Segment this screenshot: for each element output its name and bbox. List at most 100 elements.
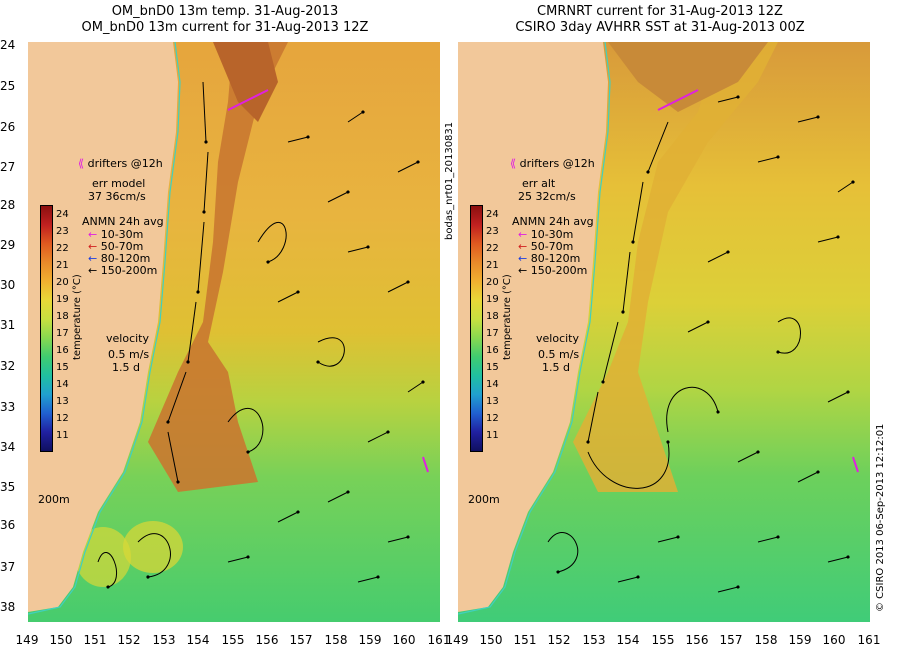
lat-tick: 27 bbox=[0, 160, 16, 174]
lon-tick-right: 157 bbox=[719, 633, 743, 647]
left-band-50-70: ← 50-70m bbox=[88, 240, 144, 253]
left-band-80-120: ← 80-120m bbox=[88, 252, 151, 265]
right-warm-current bbox=[573, 42, 778, 492]
cb-tick: 21 bbox=[56, 260, 69, 271]
right-warm-core bbox=[608, 42, 768, 112]
cb-tick: 12 bbox=[56, 413, 69, 424]
right-band-50-70: ← 50-70m bbox=[518, 240, 574, 253]
left-band-150-200: ← 150-200m bbox=[88, 264, 158, 277]
left-isobath-label: 200m bbox=[38, 493, 70, 506]
right-velocity-time: 1.5 d bbox=[542, 361, 570, 374]
cb-tick: 15 bbox=[56, 362, 69, 373]
cb-tick: 17 bbox=[56, 328, 69, 339]
left-title-line1: OM_bnD0 13m temp. 31-Aug-2013 bbox=[111, 4, 339, 19]
lon-tick-right: 149 bbox=[445, 633, 469, 647]
right-title-line1: CMRNRT current for 31-Aug-2013 12Z bbox=[537, 4, 783, 19]
left-coastline bbox=[28, 42, 181, 615]
cb-tick: 13 bbox=[486, 396, 499, 407]
left-err-title: err model bbox=[92, 177, 146, 190]
lon-tick-right: 150 bbox=[479, 633, 503, 647]
lon-tick-right: 160 bbox=[822, 633, 846, 647]
lat-tick: 28 bbox=[0, 198, 16, 212]
right-velocity-field bbox=[547, 95, 855, 593]
left-land bbox=[28, 42, 178, 612]
right-drifters-text: drifters @12h bbox=[519, 157, 595, 170]
cb-tick: 11 bbox=[56, 430, 69, 441]
right-drifters-label: ⟪ drifters @12h bbox=[510, 158, 595, 170]
lon-tick-right: 153 bbox=[582, 633, 606, 647]
cb-tick: 14 bbox=[56, 379, 69, 390]
lon-tick-right: 152 bbox=[547, 633, 571, 647]
lon-tick-left: 161 bbox=[427, 633, 451, 647]
left-velocity-field bbox=[97, 81, 425, 589]
lat-tick: 31 bbox=[0, 318, 16, 332]
right-anmn-title: ANMN 24h avg bbox=[512, 215, 594, 228]
lon-tick-left: 160 bbox=[392, 633, 416, 647]
left-warm-core bbox=[213, 42, 278, 122]
lon-tick-right: 159 bbox=[788, 633, 812, 647]
cb-tick: 23 bbox=[486, 226, 499, 237]
right-band-10-30: ← 10-30m bbox=[518, 228, 574, 241]
product-id-label: bodas_nrt01_20130831 bbox=[444, 121, 455, 240]
lon-tick-left: 150 bbox=[49, 633, 73, 647]
right-colorbar-label: temperature (°C) bbox=[502, 274, 513, 360]
left-anmn-title: ANMN 24h avg bbox=[82, 215, 164, 228]
cb-tick: 21 bbox=[486, 260, 499, 271]
cb-tick: 12 bbox=[486, 413, 499, 424]
cb-tick: 13 bbox=[56, 396, 69, 407]
lat-tick: 29 bbox=[0, 238, 16, 252]
left-band-10-30: ← 10-30m bbox=[88, 228, 144, 241]
left-velocity-time: 1.5 d bbox=[112, 361, 140, 374]
lat-tick: 36 bbox=[0, 518, 16, 532]
lat-tick: 32 bbox=[0, 359, 16, 373]
right-err-value: 25 32cm/s bbox=[518, 190, 576, 203]
lon-tick-right: 155 bbox=[651, 633, 675, 647]
right-velocity-title: velocity bbox=[536, 332, 579, 345]
lat-tick: 26 bbox=[0, 120, 16, 134]
right-isobath-label: 200m bbox=[468, 493, 500, 506]
lat-tick: 34 bbox=[0, 440, 16, 454]
cb-tick: 16 bbox=[486, 345, 499, 356]
drifter-marker-icon: ⟪ bbox=[78, 157, 85, 170]
lat-tick: 24 bbox=[0, 38, 16, 52]
lon-tick-left: 151 bbox=[83, 633, 107, 647]
right-land bbox=[458, 42, 608, 612]
lat-tick: 35 bbox=[0, 480, 16, 494]
cb-tick: 14 bbox=[486, 379, 499, 390]
cb-tick: 18 bbox=[486, 311, 499, 322]
cb-tick: 24 bbox=[486, 209, 499, 220]
lon-tick-right: 158 bbox=[754, 633, 778, 647]
cb-tick: 17 bbox=[486, 328, 499, 339]
cb-tick: 19 bbox=[56, 294, 69, 305]
cb-tick: 20 bbox=[486, 277, 499, 288]
lon-tick-left: 159 bbox=[358, 633, 382, 647]
lon-tick-right: 161 bbox=[857, 633, 881, 647]
lon-tick-left: 155 bbox=[221, 633, 245, 647]
lat-tick: 33 bbox=[0, 400, 16, 414]
left-drifters-text: drifters @12h bbox=[87, 157, 163, 170]
right-colorbar bbox=[470, 205, 483, 452]
lon-tick-right: 156 bbox=[685, 633, 709, 647]
cb-tick: 20 bbox=[56, 277, 69, 288]
cb-tick: 24 bbox=[56, 209, 69, 220]
cb-tick: 15 bbox=[486, 362, 499, 373]
right-drifter-track bbox=[657, 89, 859, 473]
cb-tick: 19 bbox=[486, 294, 499, 305]
left-drifters-label: ⟪ drifters @12h bbox=[78, 158, 163, 170]
copyright-label: © CSIRO 2013 06-Sep-2013 12:12:01 bbox=[875, 423, 886, 612]
lat-tick: 37 bbox=[0, 560, 16, 574]
left-panel-title: OM_bnD0 13m temp. 31-Aug-2013 OM_bnD0 13… bbox=[0, 4, 450, 36]
lon-tick-right: 154 bbox=[616, 633, 640, 647]
right-title-line2: CSIRO 3day AVHRR SST at 31-Aug-2013 00Z bbox=[515, 20, 805, 35]
right-band-150-200: ← 150-200m bbox=[518, 264, 588, 277]
lat-tick: 38 bbox=[0, 600, 16, 614]
right-map bbox=[458, 42, 870, 622]
lon-tick-left: 153 bbox=[152, 633, 176, 647]
right-band-80-120: ← 80-120m bbox=[518, 252, 581, 265]
lon-tick-left: 156 bbox=[255, 633, 279, 647]
left-title-line2: OM_bnD0 13m current for 31-Aug-2013 12Z bbox=[81, 20, 369, 35]
lon-tick-left: 157 bbox=[289, 633, 313, 647]
lat-tick: 25 bbox=[0, 79, 16, 93]
right-panel-title: CMRNRT current for 31-Aug-2013 12Z CSIRO… bbox=[440, 4, 880, 36]
right-coastline bbox=[458, 42, 611, 615]
